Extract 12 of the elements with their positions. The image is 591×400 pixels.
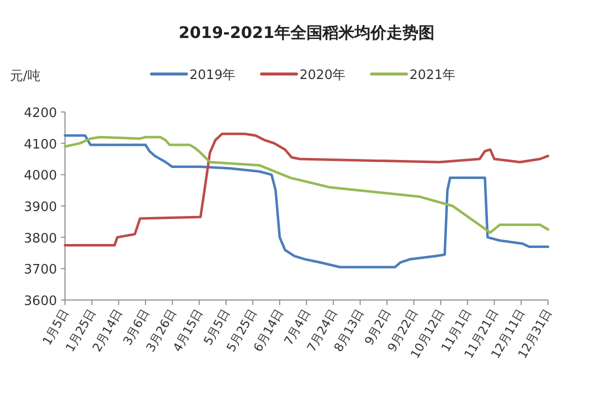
y-tick-label: 4200	[24, 106, 57, 121]
legend-label: 2021年	[410, 68, 456, 83]
y-tick-label: 4000	[24, 168, 57, 184]
legend-label: 2019年	[190, 68, 236, 83]
y-tick-label: 3900	[24, 200, 57, 215]
y-tick-label: 3700	[24, 262, 57, 278]
chart-title: 2019-2021年全国稻米均价走势图	[178, 23, 434, 42]
legend-label: 2020年	[300, 68, 346, 83]
y-tick-label: 3800	[24, 231, 57, 246]
y-tick-label: 3600	[24, 294, 57, 309]
y-tick-label: 4100	[24, 137, 57, 152]
y-axis-title: 元/吨	[10, 69, 40, 84]
